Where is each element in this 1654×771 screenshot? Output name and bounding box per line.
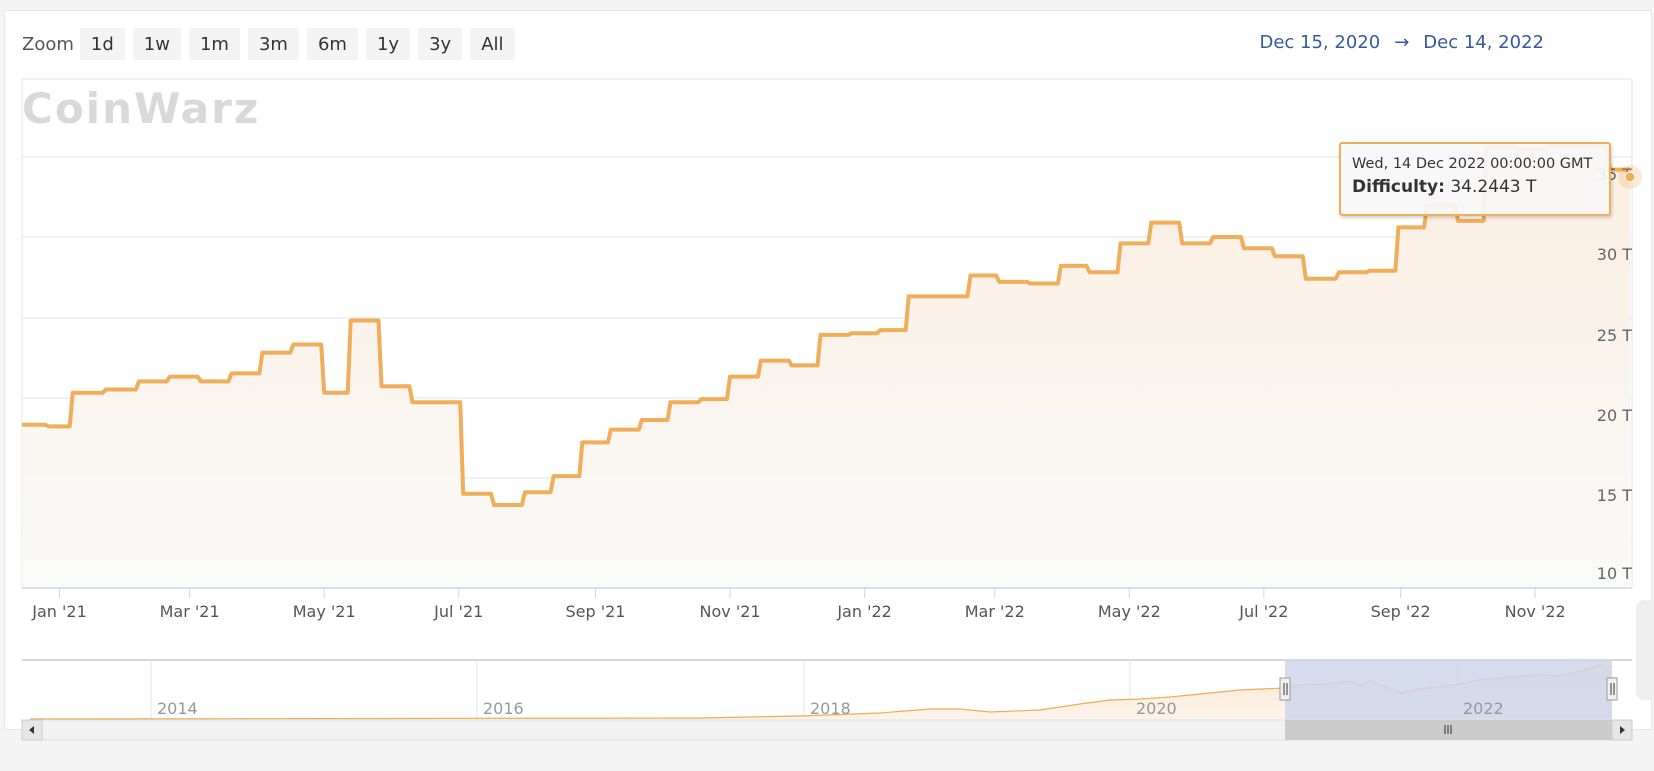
tooltip-date: Wed, 14 Dec 2022 00:00:00 GMT [1352,156,1593,172]
zoom-button-1y[interactable]: 1y [365,28,411,60]
svg-text:2018: 2018 [810,699,851,718]
svg-text:15 T: 15 T [1597,486,1632,505]
page-scrollbar[interactable] [1636,600,1654,700]
coinwarz-watermark: CoinWarz [22,84,260,133]
svg-text:Jul '21: Jul '21 [433,602,483,621]
svg-text:CoinWarz: CoinWarz [22,84,260,133]
svg-text:2022: 2022 [1463,699,1504,718]
difficulty-line[interactable] [22,143,1631,507]
x-axis-ticks: Jan '21 Mar '21 May '21 Jul '21 Sep '21 Nov '… [31,588,1566,621]
svg-text:Jan '21: Jan '21 [31,602,87,621]
scroll-left-button[interactable] [21,719,43,741]
navigator-left-handle[interactable] [1279,677,1291,701]
range-from-input[interactable]: Dec 15, 2020 [1259,32,1381,53]
navigator-right-handle[interactable] [1606,677,1618,701]
svg-text:Jul '22: Jul '22 [1238,602,1288,621]
date-range: Dec 15, 2020 → Dec 14, 2022 [1259,32,1544,53]
svg-text:30 T: 30 T [1597,245,1632,264]
zoom-button-3y[interactable]: 3y [418,28,463,60]
navigator-selection[interactable] [1285,660,1612,720]
range-selector: Zoom 1d 1w 1m 3m 6m 1y 3y All [22,28,523,60]
svg-text:20 T: 20 T [1597,406,1632,425]
svg-text:Jan '22: Jan '22 [836,602,892,621]
zoom-button-1m[interactable]: 1m [188,28,240,60]
svg-text:Nov '21: Nov '21 [700,602,761,621]
navigator: 2014 2016 2018 2020 2022 [22,659,1632,720]
arrow-left-icon [29,726,34,734]
arrow-right-icon [1620,726,1625,734]
zoom-button-1w[interactable]: 1w [132,28,181,60]
hover-point[interactable] [1624,171,1636,183]
scroll-right-button[interactable] [1611,719,1633,741]
tooltip-difficulty: 34.2443 T [1450,177,1537,197]
svg-text:2020: 2020 [1136,699,1177,718]
area-fill [22,145,1630,588]
svg-text:2016: 2016 [483,699,524,718]
zoom-button-1d[interactable]: 1d [79,28,125,60]
svg-text:25 T: 25 T [1597,326,1632,345]
navigator-scrollbar[interactable] [21,719,1633,741]
tooltip-label: Difficulty: [1352,177,1445,197]
svg-text:10 T: 10 T [1597,564,1632,583]
svg-text:Mar '22: Mar '22 [965,602,1025,621]
svg-text:Mar '21: Mar '21 [160,602,220,621]
zoom-button-3m[interactable]: 3m [247,28,299,60]
svg-text:May '21: May '21 [293,602,356,621]
svg-text:Sep '21: Sep '21 [565,602,625,621]
tooltip-value: Difficulty: 34.2443 T [1352,177,1536,197]
svg-text:Sep '22: Sep '22 [1371,602,1431,621]
svg-text:Nov '22: Nov '22 [1505,602,1566,621]
zoom-button-6m[interactable]: 6m [306,28,358,60]
tooltip: Wed, 14 Dec 2022 00:00:00 GMT Difficulty… [1339,142,1611,216]
arrow-right-icon: → [1394,32,1410,53]
svg-text:May '22: May '22 [1098,602,1161,621]
svg-text:2014: 2014 [157,699,198,718]
zoom-label: Zoom [22,33,74,55]
range-to-input[interactable]: Dec 14, 2022 [1423,32,1544,53]
zoom-button-all[interactable]: All [470,28,515,60]
